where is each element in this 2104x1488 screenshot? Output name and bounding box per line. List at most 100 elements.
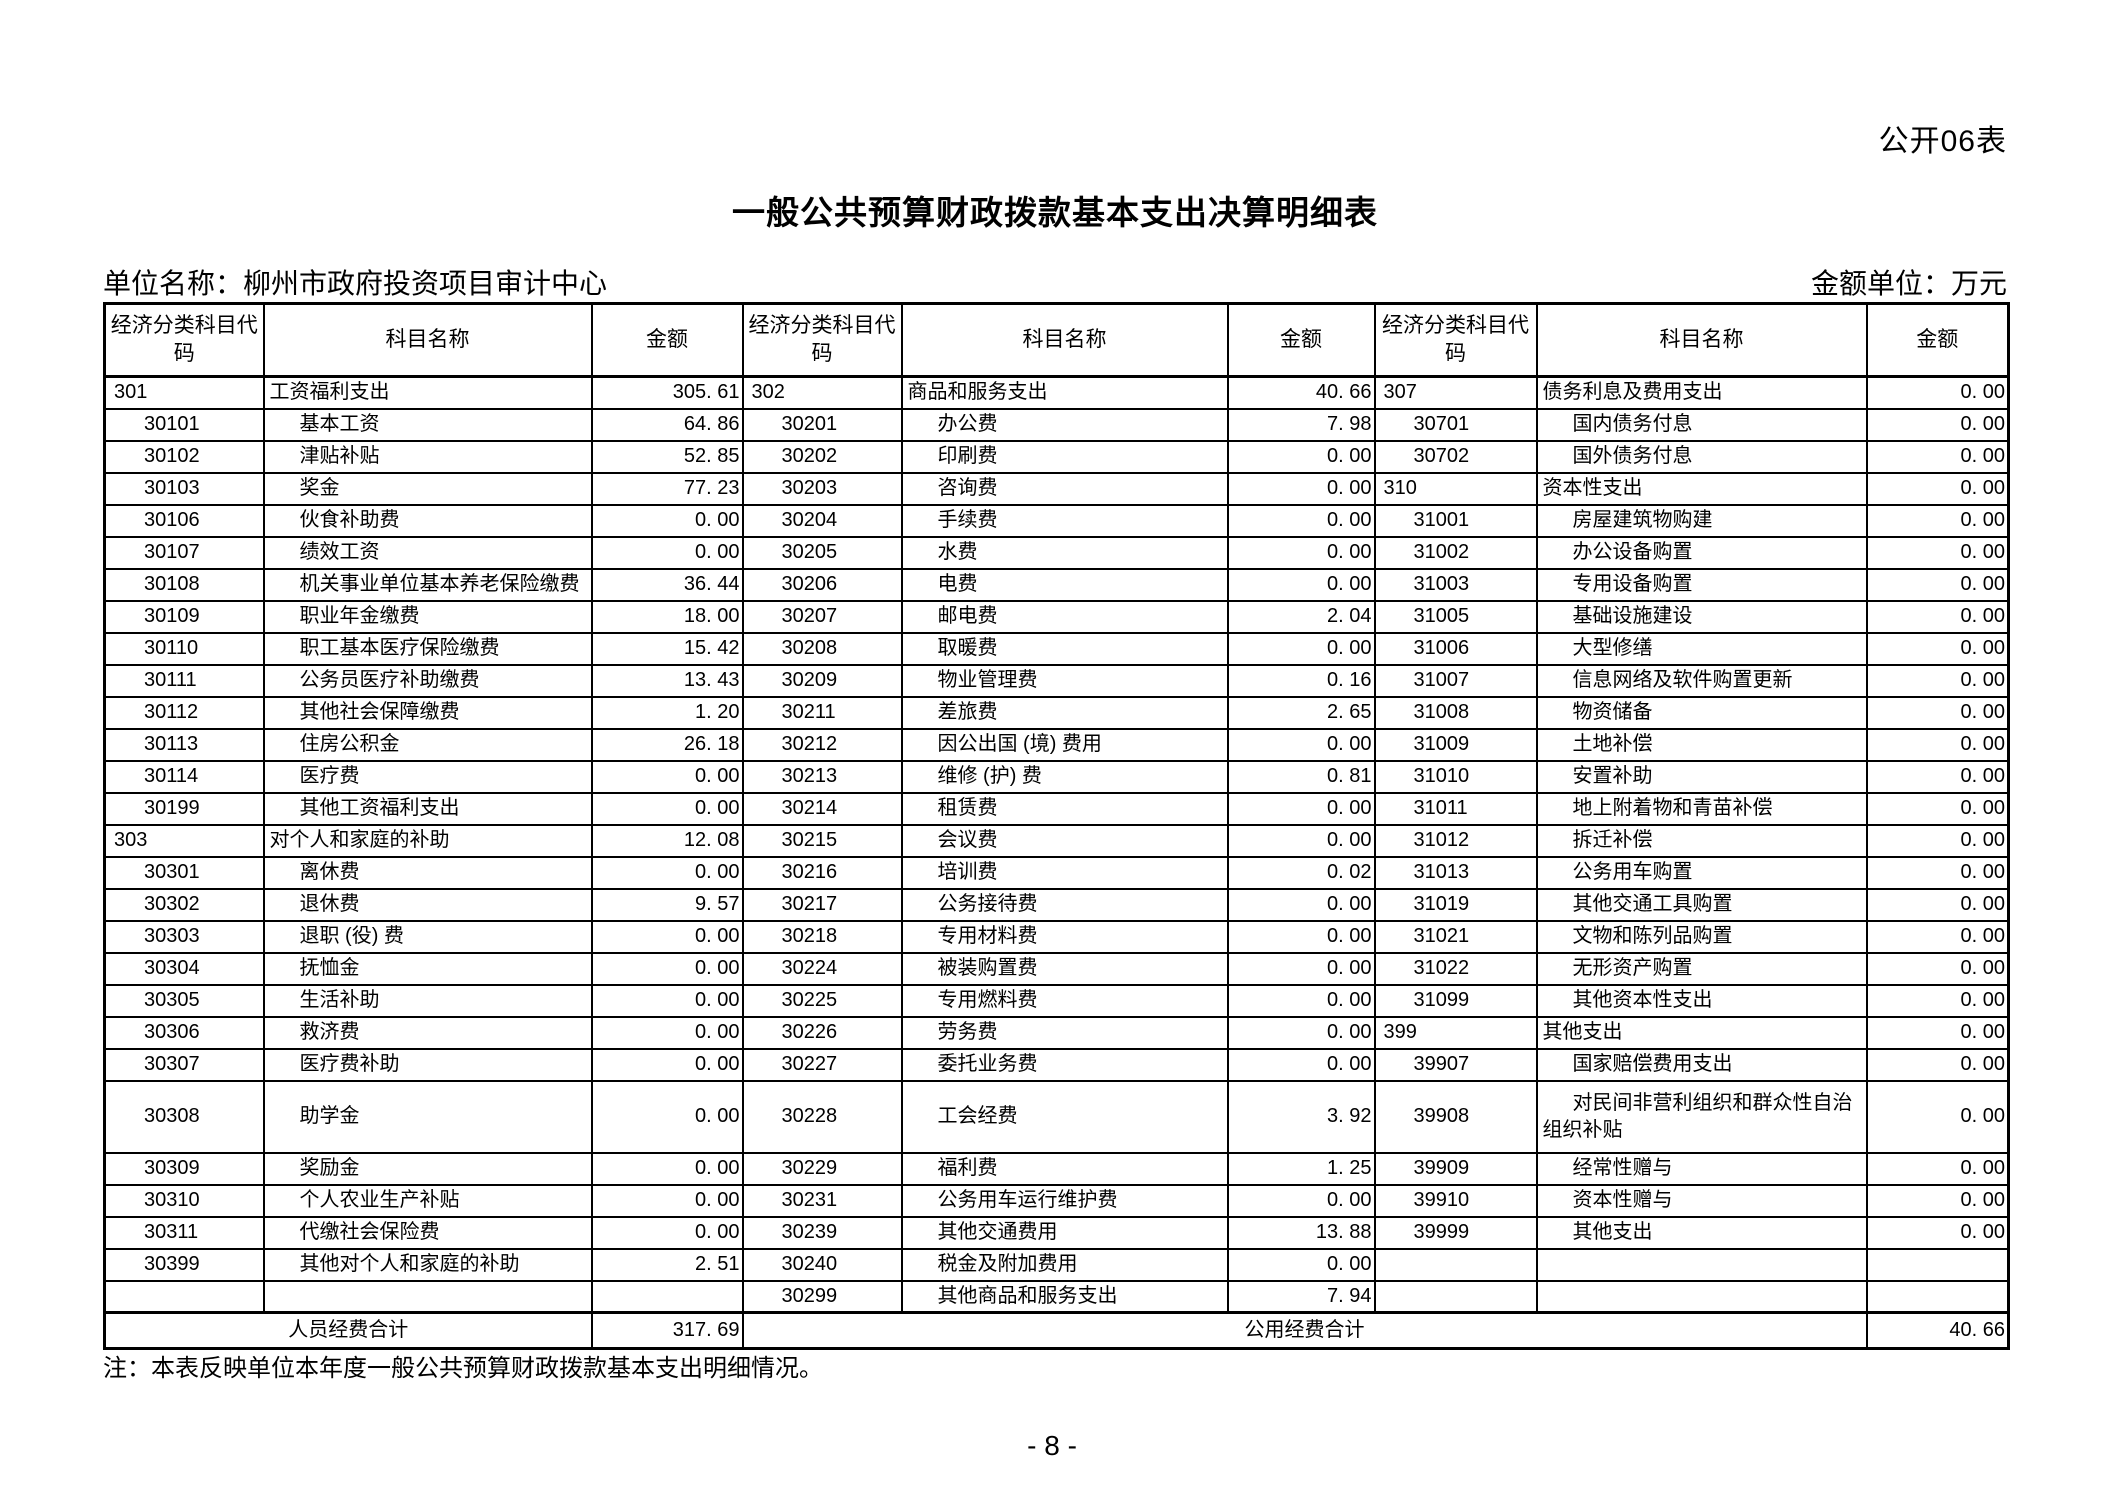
table-row: 30310 个人农业生产补贴 0. 00 30231 公务用车运行维护费 0. 00 399…	[103, 1183, 2010, 1218]
subject-code-cell: 30229	[741, 1151, 903, 1186]
subject-code-cell: 30302	[103, 887, 265, 922]
amount-cell: 64. 86	[590, 407, 744, 442]
amount-cell: 0. 00	[590, 919, 744, 954]
amount-cell: 0. 00	[1865, 855, 2010, 890]
subject-name-cell	[1535, 1279, 1868, 1314]
table-row: 30311 代缴社会保险费 0. 00 30239 其他交通费用 13. 88 39999 其…	[103, 1215, 2010, 1250]
amount-cell: 0. 00	[1226, 471, 1376, 506]
subject-name-cell: 伙食补助费	[262, 503, 593, 538]
amount-cell: 0. 00	[590, 1047, 744, 1082]
subject-name-cell: 邮电费	[900, 599, 1229, 634]
subject-name-cell: 税金及附加费用	[900, 1247, 1229, 1282]
subject-name-cell: 拆迁补偿	[1535, 823, 1868, 858]
subject-name-cell: 水费	[900, 535, 1229, 570]
subject-code-cell: 30112	[103, 695, 265, 730]
subject-code-cell: 31013	[1373, 855, 1538, 890]
subject-name-cell: 对个人和家庭的补助	[262, 823, 593, 858]
amount-cell: 0. 00	[1226, 1015, 1376, 1050]
amount-cell: 0. 00	[1226, 1247, 1376, 1282]
amount-cell: 18. 00	[590, 599, 744, 634]
amount-cell: 0. 00	[1226, 887, 1376, 922]
amount-cell: 15. 42	[590, 631, 744, 666]
subject-name-cell: 福利费	[900, 1151, 1229, 1186]
subject-code-cell: 31001	[1373, 503, 1538, 538]
form-number: 公开06表	[1878, 125, 2007, 158]
amount-cell: 0. 00	[1865, 663, 2010, 698]
subject-name-cell: 机关事业单位基本养老保险缴费	[262, 567, 593, 602]
subject-name-cell: 物业管理费	[900, 663, 1229, 698]
amount-cell: 0. 00	[1226, 1047, 1376, 1082]
table-row: 30114 医疗费 0. 00 30213 维修 (护) 费 0. 81 31010 安置补助…	[103, 759, 2010, 794]
subject-code-cell: 31006	[1373, 631, 1538, 666]
amount-cell: 0. 00	[1865, 695, 2010, 730]
amount-cell: 0. 00	[590, 535, 744, 570]
subject-name-cell: 其他商品和服务支出	[900, 1279, 1229, 1314]
personnel-total-label: 人员经费合计	[103, 1311, 593, 1350]
table-row: 30111 公务员医疗补助缴费 13. 43 30209 物业管理费 0. 16 31007…	[103, 663, 2010, 698]
amount-cell: 0. 00	[1865, 759, 2010, 794]
subject-name-cell: 地上附着物和青苗补偿	[1535, 791, 1868, 826]
subject-code-cell: 30109	[103, 599, 265, 634]
subject-code-cell: 31005	[1373, 599, 1538, 634]
table-row: 30108 机关事业单位基本养老保险缴费 36. 44 30206 电费 0. 00 310…	[103, 567, 2010, 602]
subject-name-cell: 债务利息及费用支出	[1535, 375, 1868, 410]
subject-name-cell: 物资储备	[1535, 695, 1868, 730]
subject-name-cell: 手续费	[900, 503, 1229, 538]
amount-cell: 0. 00	[1865, 439, 2010, 474]
amount-cell: 0. 00	[590, 855, 744, 890]
amount-cell: 26. 18	[590, 727, 744, 762]
amount-cell: 0. 00	[1226, 951, 1376, 986]
subject-name-cell: 安置补助	[1535, 759, 1868, 794]
subject-code-cell: 30113	[103, 727, 265, 762]
subject-code-cell: 31099	[1373, 983, 1538, 1018]
subject-name-cell: 文物和陈列品购置	[1535, 919, 1868, 954]
subject-code-cell: 30208	[741, 631, 903, 666]
amount-cell	[1865, 1247, 2010, 1282]
subject-name-cell: 办公设备购置	[1535, 535, 1868, 570]
table-body: 301 工资福利支出 305. 61 302 商品和服务支出 40. 66 307 债务利息及…	[103, 375, 2010, 1314]
page-title: 一般公共预算财政拨款基本支出决算明细表	[732, 194, 1378, 231]
amount-cell: 0. 00	[1226, 503, 1376, 538]
subject-name-cell: 职业年金缴费	[262, 599, 593, 634]
subject-code-cell: 30205	[741, 535, 903, 570]
table-row: 303 对个人和家庭的补助 12. 08 30215 会议费 0. 00 31012 拆迁补偿…	[103, 823, 2010, 858]
subject-name-cell: 租赁费	[900, 791, 1229, 826]
subject-code-cell: 30209	[741, 663, 903, 698]
subject-code-cell	[103, 1279, 265, 1314]
amount-cell: 2. 51	[590, 1247, 744, 1282]
subject-code-cell: 30203	[741, 471, 903, 506]
subject-code-cell: 30306	[103, 1015, 265, 1050]
subject-name-cell: 房屋建筑物购建	[1535, 503, 1868, 538]
header-code-col3: 经济分类科目代码	[1373, 302, 1538, 378]
subject-name-cell: 公务用车购置	[1535, 855, 1868, 890]
subject-name-cell: 救济费	[262, 1015, 593, 1050]
subject-code-cell: 30399	[103, 1247, 265, 1282]
amount-cell: 0. 00	[1865, 919, 2010, 954]
subject-name-cell: 信息网络及软件购置更新	[1535, 663, 1868, 698]
amount-cell: 0. 00	[1865, 887, 2010, 922]
subject-name-cell: 代缴社会保险费	[262, 1215, 593, 1250]
amount-cell	[1865, 1279, 2010, 1314]
subject-code-cell: 30110	[103, 631, 265, 666]
subject-name-cell: 经常性赠与	[1535, 1151, 1868, 1186]
subject-code-cell: 30231	[741, 1183, 903, 1218]
subject-code-cell: 30309	[103, 1151, 265, 1186]
subject-code-cell: 30228	[741, 1079, 903, 1154]
personnel-total-amount: 317. 69	[590, 1311, 744, 1350]
subject-code-cell: 301	[103, 375, 265, 410]
amount-cell: 7. 98	[1226, 407, 1376, 442]
amount-cell: 0. 00	[1865, 791, 2010, 826]
subject-name-cell: 医疗费补助	[262, 1047, 593, 1082]
subject-code-cell: 30108	[103, 567, 265, 602]
subject-name-cell: 电费	[900, 567, 1229, 602]
subject-code-cell: 30201	[741, 407, 903, 442]
subject-code-cell: 30305	[103, 983, 265, 1018]
subject-code-cell: 30199	[103, 791, 265, 826]
subject-code-cell: 31011	[1373, 791, 1538, 826]
subject-name-cell: 国外债务付息	[1535, 439, 1868, 474]
subject-code-cell: 30303	[103, 919, 265, 954]
amount-cell: 0. 00	[1865, 535, 2010, 570]
table-row: 30399 其他对个人和家庭的补助 2. 51 30240 税金及附加费用 0. 00	[103, 1247, 2010, 1282]
subject-name-cell: 大型修缮	[1535, 631, 1868, 666]
subject-code-cell	[1373, 1279, 1538, 1314]
